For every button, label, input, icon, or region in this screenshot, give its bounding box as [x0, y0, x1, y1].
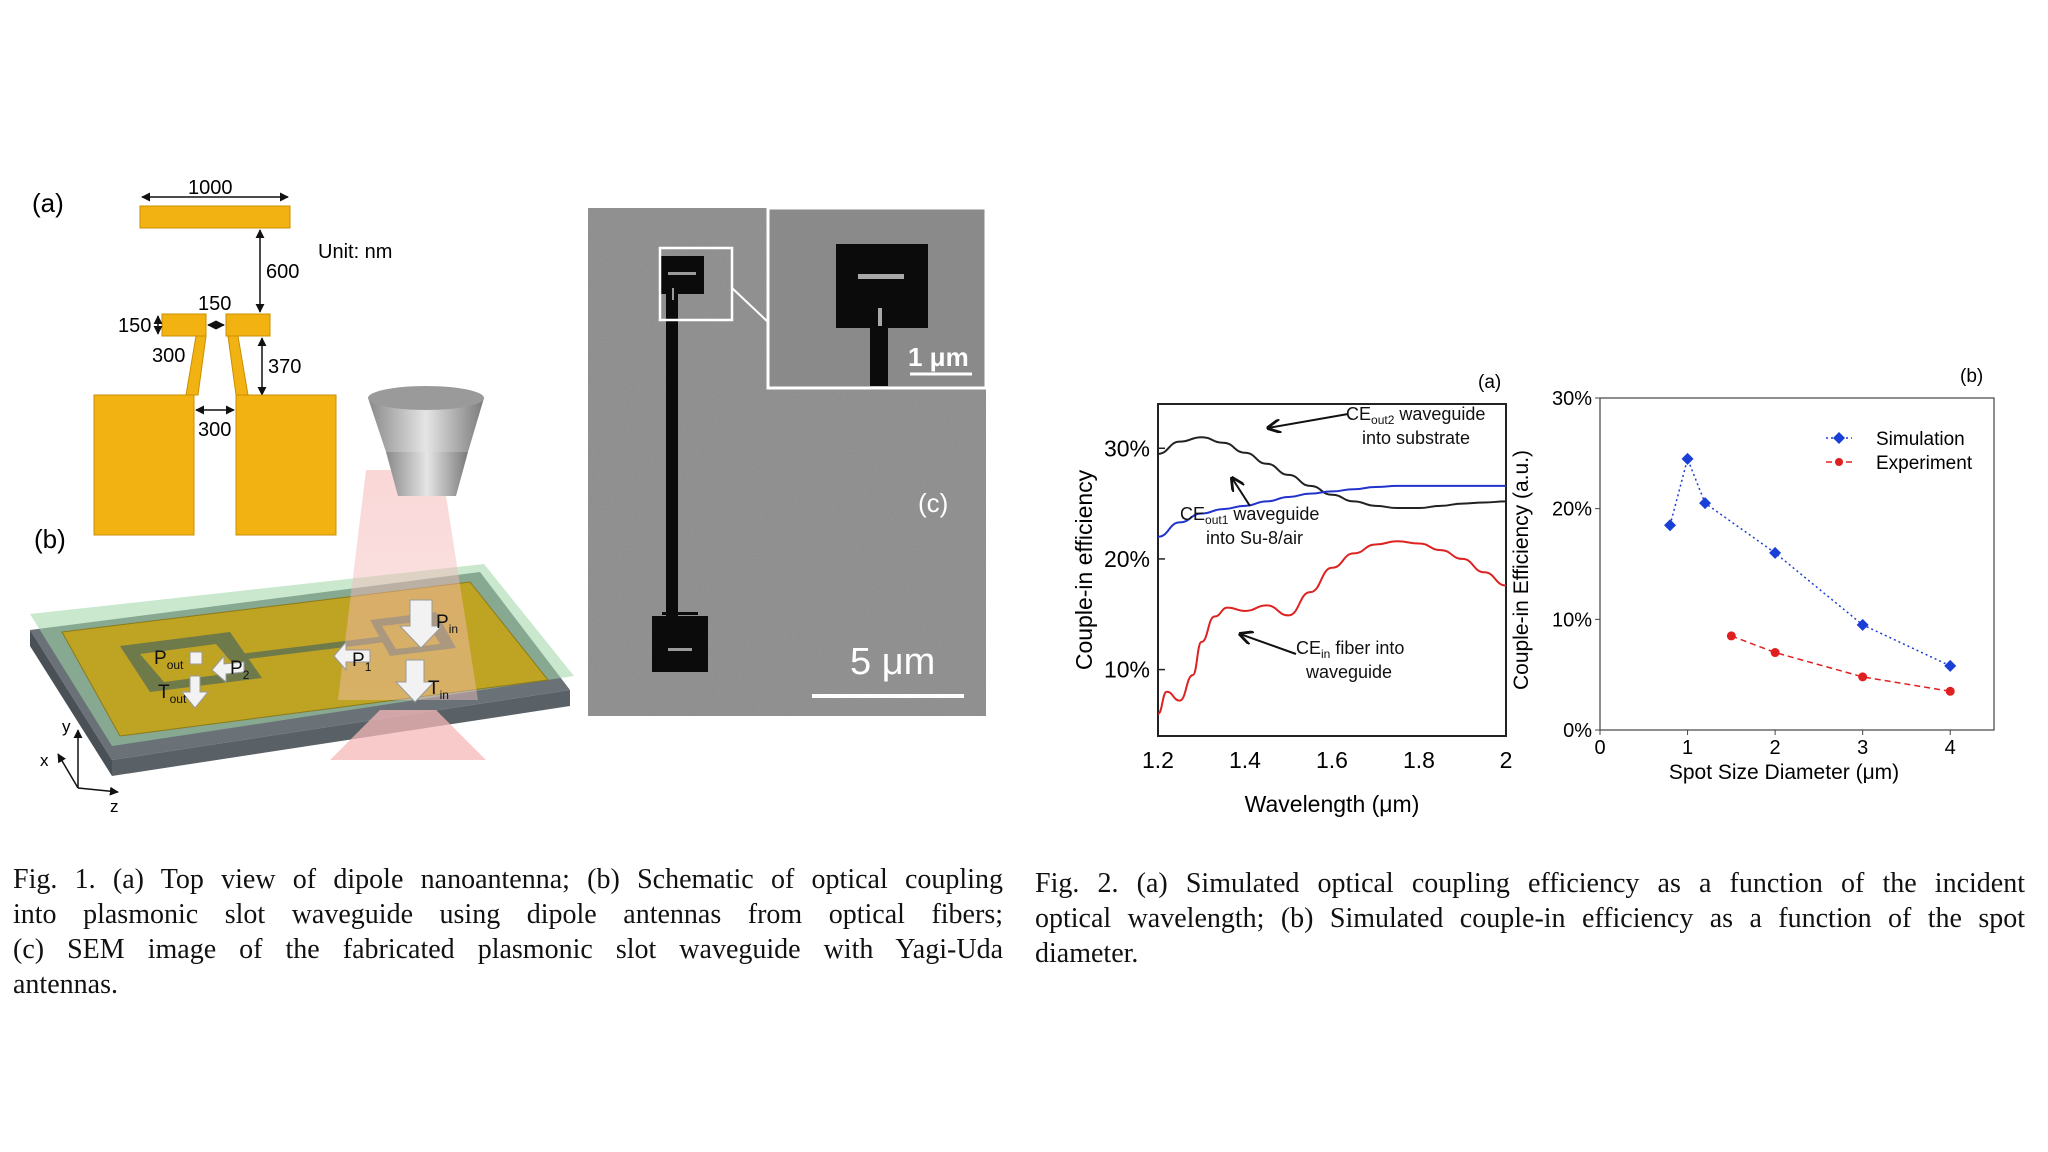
chart-b-ytick-label: 10% [1552, 609, 1592, 631]
dim-150-top-label: 150 [198, 293, 231, 315]
chart-a-xlabel: Wavelength (μm) [1245, 791, 1420, 817]
chart-b-point-experiment [1770, 648, 1780, 658]
chart-b-frame [1599, 397, 1995, 731]
chart-b-xtick-label: 1 [1682, 737, 1693, 759]
dim-150-left-label: 150 [118, 315, 151, 337]
chart-a-ytick-label: 10% [1104, 657, 1150, 683]
axis-z-label: z [110, 797, 119, 816]
chart-b-point-simulation [1664, 519, 1677, 532]
chart-a-xtick-label: 1.8 [1403, 747, 1435, 773]
fig2-caption-line: Fig. 2. (a) Simulated optical coupling e… [1035, 868, 2025, 899]
chart-b-series-line-1 [1731, 635, 1951, 693]
chart-a-xtick-label: 1.4 [1229, 747, 1261, 773]
chart-b-point-experiment [1858, 672, 1868, 682]
axis-x-label: x [40, 751, 49, 770]
waveguide-schematic [30, 386, 574, 776]
chart-b-point-simulation [1769, 546, 1782, 559]
chart-a-series-line-0 [1157, 436, 1507, 510]
chart-a-ytick-label: 30% [1104, 435, 1150, 461]
p-out-label: Pout [154, 648, 184, 672]
chart-a-frame [1157, 403, 1507, 737]
chart-b-point-simulation [1681, 452, 1694, 465]
fig1-caption-line: antennas. [13, 969, 118, 1000]
chart-b-ylabel: Couple-in Efficiency (a.u.) [1510, 450, 1533, 690]
fig1-schematic: (a) 1000 600 Unit: nm 150 150 300 370 30… [30, 177, 574, 816]
chart-b-ytick-label: 30% [1552, 388, 1592, 410]
chart-b-xtick-label: 3 [1857, 737, 1868, 759]
legend-simulation: Simulation [1876, 429, 1965, 450]
chart-a-xtick-label: 2 [1500, 747, 1513, 773]
dim-370-label: 370 [268, 356, 301, 378]
fig1-caption-line: into plasmonic slot waveguide using dipo… [13, 899, 1003, 930]
fig2-caption-line: diameter. [1035, 938, 1139, 969]
dipole-nanoantenna: 1000 600 Unit: nm 150 150 300 370 300 [93, 177, 392, 536]
annotation-ce-in-line2: waveguide [1305, 662, 1392, 682]
chart-a-series-line-1 [1157, 484, 1506, 538]
chart-b-point-simulation [1944, 659, 1957, 672]
annotation-ce-in: CEin fiber into [1296, 638, 1404, 661]
chart-b-legend: Simulation Experiment [1826, 429, 1973, 474]
axis-triad: y x z [40, 717, 119, 816]
dim-300-left-label: 300 [152, 345, 185, 367]
p-in-label: Pin [436, 612, 458, 636]
annotation-ce-out2-line2: into substrate [1362, 428, 1470, 448]
t-in-label: Tin [428, 678, 449, 702]
dim-600-label: 600 [266, 261, 299, 283]
dim-300-gap-label: 300 [198, 419, 231, 441]
scale-bar-main-label: 5 μm [850, 641, 935, 683]
legend-experiment-marker [1835, 458, 1843, 466]
unit-label: Unit: nm [318, 241, 392, 263]
scale-bar-inset-label: 1 μm [908, 342, 969, 372]
chart-a-xtick-label: 1.2 [1142, 747, 1174, 773]
annotation-ce-out1-line2: into Su-8/air [1206, 528, 1303, 548]
p1-label: P1 [352, 650, 372, 674]
fig2b-chart: (b) 0% 10% 20% 30% 0 1 2 3 4 Simulation Experim… [1510, 366, 1995, 784]
chart-b-point-experiment [1945, 686, 1955, 696]
chart-a-ylabel: Couple-in efficiency [1071, 469, 1097, 670]
axis-y-label: y [62, 717, 71, 736]
chart-b-panel-label: (b) [1960, 366, 1983, 387]
panel-b-label: (b) [34, 524, 66, 554]
chart-a-xtick-label: 1.6 [1316, 747, 1348, 773]
chart-b-point-simulation [1856, 618, 1869, 631]
sem-image: 1 μm (c) 5 μm [588, 208, 986, 716]
chart-b-ytick-label: 20% [1552, 499, 1592, 521]
fig2-caption: Fig. 2. (a) Simulated optical coupling e… [1035, 866, 2025, 971]
panel-a-label: (a) [32, 188, 64, 218]
p2-label: P2 [230, 658, 250, 682]
chart-a-ytick-label: 20% [1104, 546, 1150, 572]
chart-b-xlabel: Spot Size Diameter (μm) [1669, 761, 1899, 784]
chart-b-xtick-label: 0 [1594, 737, 1605, 759]
chart-b-series-line-0 [1669, 456, 1951, 667]
annotation-ce-out1: CEout1 waveguide [1180, 504, 1319, 527]
chart-b-xtick-label: 2 [1770, 737, 1781, 759]
chart-b-xtick-label: 4 [1945, 737, 1956, 759]
chart-a-series-line-2 [1157, 540, 1507, 715]
fig1-caption-line: (c) SEM image of the fabricated plasmoni… [13, 934, 1003, 965]
chart-b-point-experiment [1726, 631, 1736, 641]
legend-experiment: Experiment [1876, 453, 1973, 474]
fig1-caption: Fig. 1. (a) Top view of dipole nanoanten… [13, 862, 1003, 1002]
chart-a-annotations: CEout2 waveguide into substrate CEout1 w… [1180, 404, 1485, 682]
sem-inset: 1 μm [766, 208, 986, 390]
power-labels: Pout P2 P1 Pin Tout Tin [154, 612, 458, 706]
fig1-caption-line: Fig. 1. (a) Top view of dipole nanoanten… [13, 864, 1003, 895]
legend-simulation-marker [1833, 432, 1845, 444]
chart-b-ytick-label: 0% [1563, 720, 1592, 742]
fig2a-chart: (a) 10% 20% 30% 1.2 1.4 1.6 1.8 2 Wavelength (… [1071, 372, 1513, 817]
chart-a-panel-label: (a) [1478, 372, 1501, 393]
annotation-ce-out2: CEout2 waveguide [1346, 404, 1485, 427]
dim-1000-label: 1000 [188, 177, 233, 199]
chart-b-point-simulation [1699, 497, 1712, 510]
fig2-caption-line: optical wavelength; (b) Simulated couple… [1035, 903, 2025, 934]
t-out-label: Tout [158, 682, 187, 706]
panel-c-label: (c) [918, 488, 948, 518]
